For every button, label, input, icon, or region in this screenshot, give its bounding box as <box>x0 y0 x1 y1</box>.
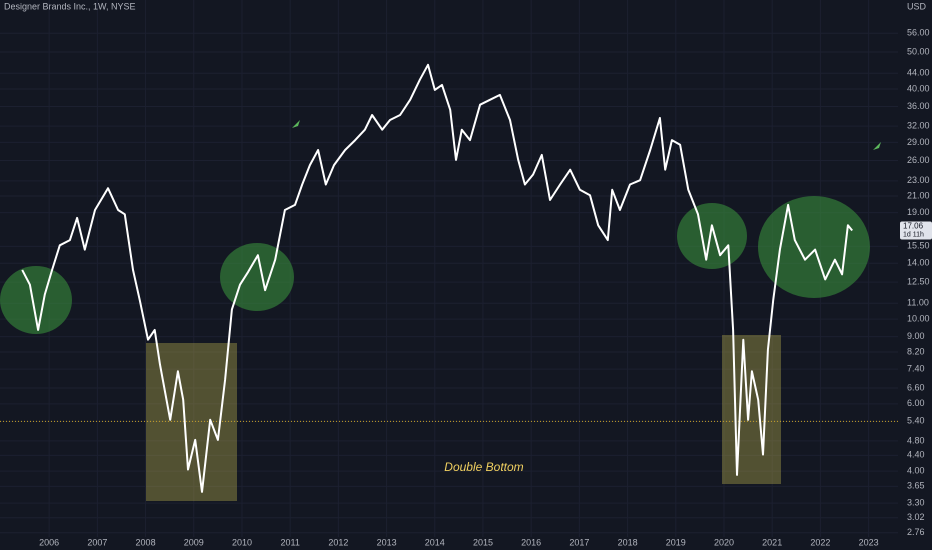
y-tick-label: 4.40 <box>907 450 925 460</box>
y-tick-label: 40.00 <box>907 83 930 93</box>
y-tick-label: 4.80 <box>907 435 925 445</box>
x-tick-label: 2021 <box>762 537 782 547</box>
y-tick-label: 11.00 <box>907 298 929 308</box>
y-tick-label: 5.40 <box>907 416 925 426</box>
x-tick-label: 2015 <box>473 537 493 547</box>
highlight-circle <box>220 243 294 311</box>
y-tick-label: 2.76 <box>907 527 925 537</box>
y-tick-label: 44.00 <box>907 68 930 78</box>
y-tick-label: 4.00 <box>907 466 925 476</box>
annotation: Double Bottom <box>444 460 523 474</box>
y-tick-label: 15.50 <box>907 241 930 251</box>
y-tick-label: 26.00 <box>907 155 930 165</box>
y-tick-label: 3.30 <box>907 497 925 507</box>
highlight-circle <box>0 266 72 334</box>
y-tick-label: 8.20 <box>907 346 925 356</box>
y-tick-label: 29.00 <box>907 137 930 147</box>
y-tick-label: 36.00 <box>907 101 930 111</box>
x-tick-label: 2018 <box>618 537 638 547</box>
rocket-icon <box>292 120 300 128</box>
y-tick-label: 10.00 <box>907 313 930 323</box>
y-tick-label: 6.00 <box>907 398 925 408</box>
rocket-icon <box>873 142 881 150</box>
y-tick-label: 6.60 <box>907 382 925 392</box>
countdown-label: 1d 11h <box>903 231 924 238</box>
y-tick-label: 56.00 <box>907 28 930 38</box>
x-tick-label: 2017 <box>569 537 589 547</box>
y-tick-label: 9.00 <box>907 331 925 341</box>
currency-label: USD <box>907 1 927 11</box>
x-tick-label: 2014 <box>425 537 445 547</box>
last-price-box <box>900 221 932 240</box>
grid <box>0 0 898 537</box>
highlight-circle <box>677 203 747 269</box>
y-tick-label: 3.02 <box>907 512 925 522</box>
y-tick-label: 12.50 <box>907 276 930 286</box>
y-tick-label: 14.00 <box>907 258 930 268</box>
y-tick-label: 3.65 <box>907 481 925 491</box>
x-tick-label: 2007 <box>87 537 107 547</box>
x-tick-label: 2019 <box>666 537 686 547</box>
x-tick-label: 2006 <box>39 537 59 547</box>
x-tick-label: 2022 <box>810 537 830 547</box>
x-tick-label: 2016 <box>521 537 541 547</box>
y-tick-label: 32.00 <box>907 120 930 130</box>
y-tick-label: 21.00 <box>907 190 930 200</box>
x-tick-label: 2011 <box>280 537 299 547</box>
y-tick-label: 50.00 <box>907 46 930 56</box>
last-price-label: 17.06 <box>903 222 924 231</box>
x-tick-label: 2009 <box>184 537 204 547</box>
x-tick-label: 2013 <box>377 537 397 547</box>
y-tick-label: 19.00 <box>907 207 930 217</box>
y-tick-label: 23.00 <box>907 175 930 185</box>
chart-title: Designer Brands Inc., 1W, NYSE <box>4 1 136 11</box>
x-tick-label: 2010 <box>232 537 252 547</box>
x-tick-label: 2020 <box>714 537 734 547</box>
price-line-series <box>21 63 853 493</box>
highlight-box <box>722 335 781 484</box>
x-tick-label: 2012 <box>328 537 348 547</box>
x-tick-label: 2008 <box>136 537 156 547</box>
y-tick-label: 7.40 <box>907 363 925 373</box>
drawings <box>0 120 881 501</box>
x-tick-label: 2023 <box>859 537 879 547</box>
